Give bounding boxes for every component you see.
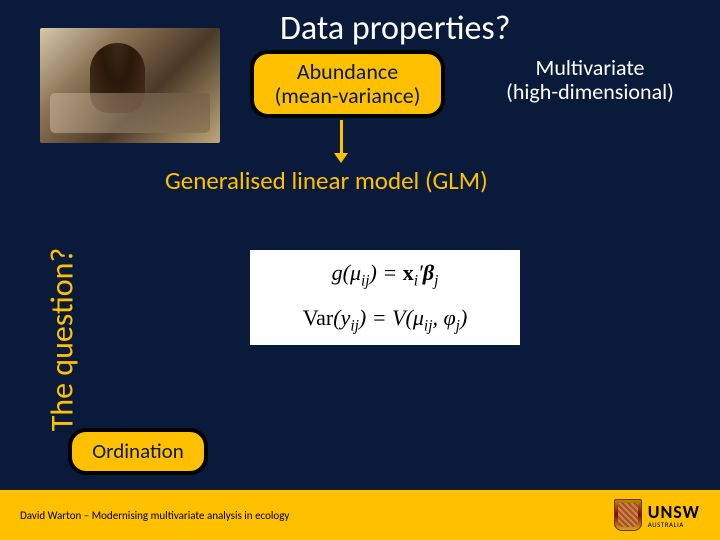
abundance-line1: Abundance (297, 58, 398, 85)
unsw-wordmark: UNSW AUSTRALIA (648, 503, 700, 528)
equation-panel: g(μij) = xi′βj Var(yij) = V(μij, φj) (250, 250, 520, 345)
abundance-box: Abundance (mean-variance) (250, 50, 445, 118)
unsw-crest-icon (614, 499, 642, 531)
multivariate-box: Multivariate (high-dimensional) (480, 50, 700, 110)
equation-1: g(μij) = xi′βj (332, 260, 439, 290)
unsw-main-text: UNSW (648, 503, 700, 521)
multivariate-line1: Multivariate (536, 54, 645, 81)
unsw-logo: UNSW AUSTRALIA (614, 499, 700, 531)
equation-2: Var(yij) = V(μij, φj) (303, 305, 468, 335)
vertical-question-label: The question? (42, 248, 81, 432)
slide-title: Data properties? (280, 8, 510, 49)
abundance-line2: (mean-variance) (275, 82, 421, 109)
photo-child-microscope (40, 28, 220, 143)
glm-label: Generalised linear model (GLM) (165, 165, 488, 196)
unsw-sub-text: AUSTRALIA (648, 521, 700, 528)
footer-author-text: David Warton – Modernising multivariate … (20, 509, 289, 522)
footer-bar: David Warton – Modernising multivariate … (0, 490, 720, 540)
multivariate-line2: (high-dimensional) (506, 78, 674, 105)
ordination-box: Ordination (68, 428, 208, 475)
arrow-down-icon (340, 120, 343, 155)
